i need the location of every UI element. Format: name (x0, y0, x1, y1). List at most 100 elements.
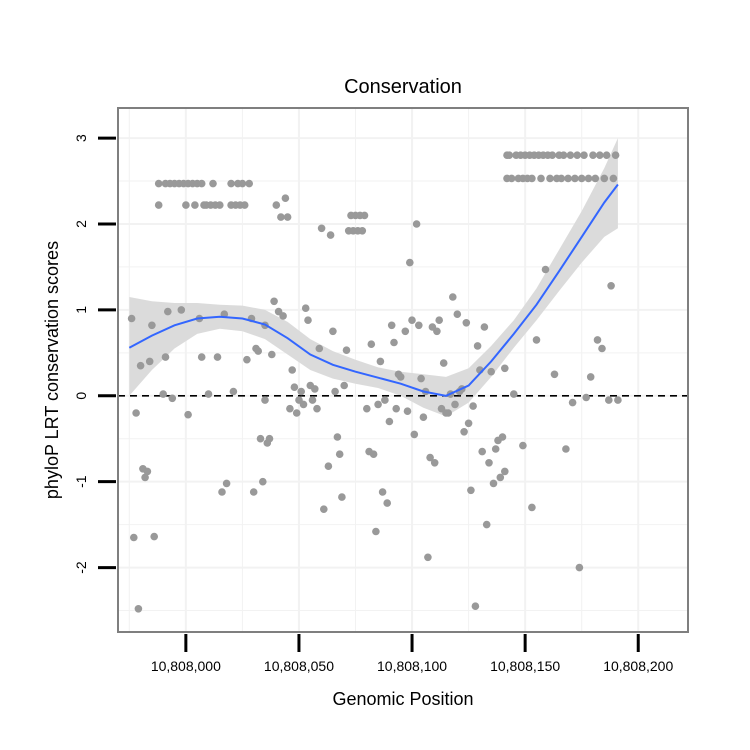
data-point (338, 493, 346, 501)
data-point (406, 258, 414, 267)
loess-smooth-line (128, 183, 619, 397)
y-axis: -2 -1 0 1 2 3 (73, 134, 116, 574)
data-point (580, 151, 588, 159)
y-tick-label: -1 (73, 475, 89, 488)
data-point (240, 201, 249, 209)
data-point (148, 321, 156, 330)
data-point (453, 310, 462, 319)
data-point (301, 304, 310, 313)
data-point (419, 413, 428, 422)
data-point (324, 462, 333, 471)
data-point (469, 402, 477, 410)
data-point (381, 396, 389, 404)
data-point (387, 321, 396, 330)
data-point (501, 364, 509, 373)
data-point (290, 383, 299, 392)
data-point (408, 316, 416, 325)
data-point (424, 553, 432, 562)
data-point (462, 319, 471, 327)
data-point (602, 151, 611, 159)
data-point (372, 527, 380, 536)
data-point (575, 563, 584, 572)
data-point (403, 407, 412, 416)
data-point (584, 174, 593, 183)
data-point (229, 387, 238, 396)
data-point (184, 410, 192, 419)
data-point (331, 387, 339, 396)
data-point (605, 396, 613, 404)
data-point (444, 409, 453, 417)
data-point (340, 381, 349, 390)
data-point (471, 602, 480, 610)
y-tick-label: 0 (73, 392, 89, 400)
data-point (342, 346, 351, 355)
data-point (283, 213, 292, 221)
data-point (426, 453, 434, 462)
data-point (261, 396, 269, 404)
data-point (489, 479, 498, 488)
confidence-band (129, 138, 618, 417)
scatter-points (127, 151, 622, 613)
data-point (417, 374, 425, 383)
data-point (568, 398, 577, 407)
y-tick-label: 3 (73, 134, 89, 142)
data-point (134, 605, 143, 613)
data-point (600, 174, 609, 183)
data-point (498, 433, 507, 441)
data-point (177, 306, 186, 314)
data-point (286, 404, 294, 413)
data-point (532, 336, 541, 344)
data-point (238, 179, 247, 188)
data-point (557, 174, 566, 183)
y-axis-label: phyloP LRT conservation scores (42, 241, 62, 499)
data-point (136, 361, 145, 370)
data-point (259, 477, 267, 486)
data-point (335, 450, 344, 459)
data-point (586, 373, 595, 381)
data-point (480, 323, 489, 331)
y-tick-label: 1 (73, 306, 89, 314)
data-point (401, 327, 410, 336)
plot-panel (117, 107, 689, 633)
data-point (383, 499, 392, 507)
data-point (478, 447, 487, 456)
data-point (161, 353, 170, 361)
data-point (127, 314, 136, 323)
x-tick-label: 10,808,100 (377, 658, 447, 674)
data-point (559, 151, 568, 159)
data-point (182, 201, 190, 209)
data-point (304, 316, 312, 325)
data-point (410, 430, 419, 439)
data-point (582, 393, 590, 402)
data-point (141, 473, 149, 482)
data-point (507, 174, 516, 183)
data-point (204, 390, 213, 398)
data-point (292, 409, 301, 417)
data-point (268, 350, 276, 359)
data-point (213, 353, 222, 361)
data-point (528, 174, 536, 183)
data-point (433, 327, 441, 336)
data-point (491, 445, 500, 453)
data-point (614, 396, 622, 404)
data-point (449, 293, 457, 301)
data-point (320, 505, 328, 513)
data-point (216, 201, 224, 209)
data-point (435, 316, 444, 325)
data-point (313, 404, 321, 413)
data-point (333, 433, 342, 441)
data-point (150, 532, 158, 541)
data-point (430, 459, 439, 467)
y-tick-label: 2 (73, 220, 89, 228)
x-tick-label: 10,808,000 (151, 658, 221, 674)
data-point (254, 347, 262, 355)
data-point (412, 220, 421, 228)
data-point (464, 419, 473, 428)
data-point (439, 359, 448, 367)
data-point (159, 390, 167, 398)
x-tick-label: 10,808,150 (490, 658, 560, 674)
data-point (311, 385, 319, 393)
data-point (519, 441, 527, 450)
data-point (369, 450, 378, 459)
data-point (611, 151, 620, 159)
